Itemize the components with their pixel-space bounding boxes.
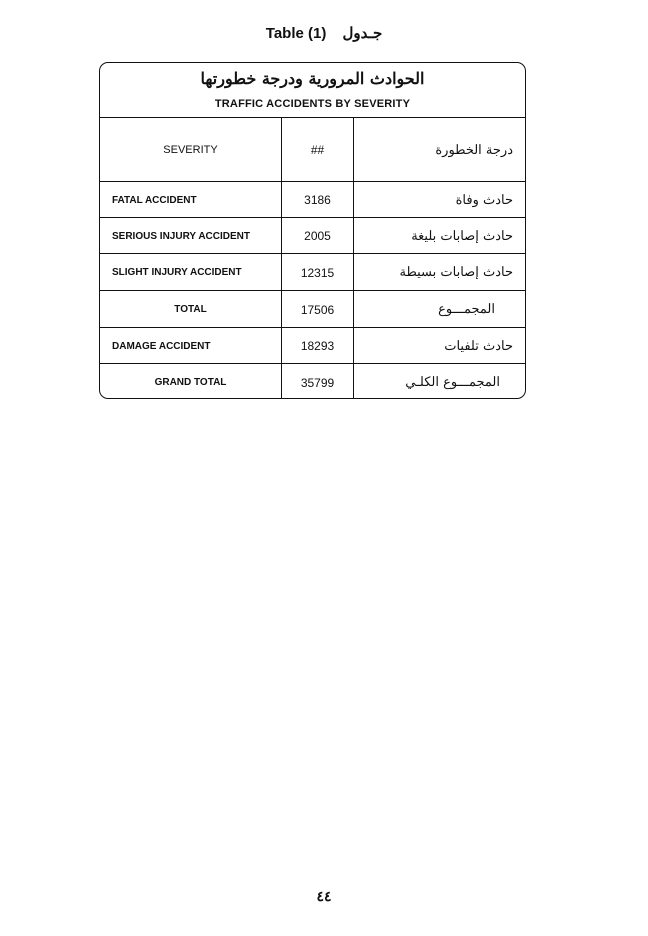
table-row: SERIOUS INJURY ACCIDENT 2005 حادث إصابات… [100,217,525,254]
row-label-ar: حادث تلفيات [444,338,513,354]
table-row-total: TOTAL 17506 المجمـــوع [100,290,525,328]
row-label: GRAND TOTAL [100,364,282,398]
row-value: 35799 [282,364,354,398]
caption-en: Table (1) [265,25,327,42]
table-row: SLIGHT INJURY ACCIDENT 12315 حادث إصابات… [100,253,525,291]
row-label: SLIGHT INJURY ACCIDENT [100,254,282,291]
table-header-row: SEVERITY ## درجة الخطورة [100,117,525,182]
row-label-ar: المجمـــوع الكلـي [405,375,500,390]
table-caption: Table (1) جـدول [0,24,648,42]
row-value: 18293 [282,328,354,364]
row-label: FATAL ACCIDENT [100,182,282,218]
row-label: DAMAGE ACCIDENT [100,328,282,364]
row-label-ar: حادث إصابات بليغة [411,228,513,244]
table-title-ar: الحوادث المرورية ودرجة خطورتها [200,69,425,88]
table-row: DAMAGE ACCIDENT 18293 حادث تلفيات [100,327,525,364]
row-value: 17506 [282,291,354,328]
row-value: 3186 [282,182,354,218]
row-label-ar: حادث إصابات بسيطة [399,265,514,280]
traffic-accidents-table: الحوادث المرورية ودرجة خطورتها TRAFFIC A… [99,62,526,399]
header-severity: SEVERITY [100,118,282,182]
row-value: 12315 [282,254,354,291]
table-title-en: TRAFFIC ACCIDENTS BY SEVERITY [214,98,411,110]
table-row-grand-total: GRAND TOTAL 35799 المجمـــوع الكلـي [100,363,525,398]
page-number: ٤٤ [316,888,332,904]
table-row: FATAL ACCIDENT 3186 حادث وفاة [100,181,525,218]
row-label-ar: حادث وفاة [455,192,513,208]
row-value: 2005 [282,218,354,254]
row-label: TOTAL [100,291,282,328]
row-label: SERIOUS INJURY ACCIDENT [100,218,282,254]
caption-ar: جـدول [342,25,383,42]
header-number: ## [282,118,354,182]
row-label-ar: المجمـــوع [438,302,495,317]
header-severity-ar: درجة الخطورة [435,142,513,158]
